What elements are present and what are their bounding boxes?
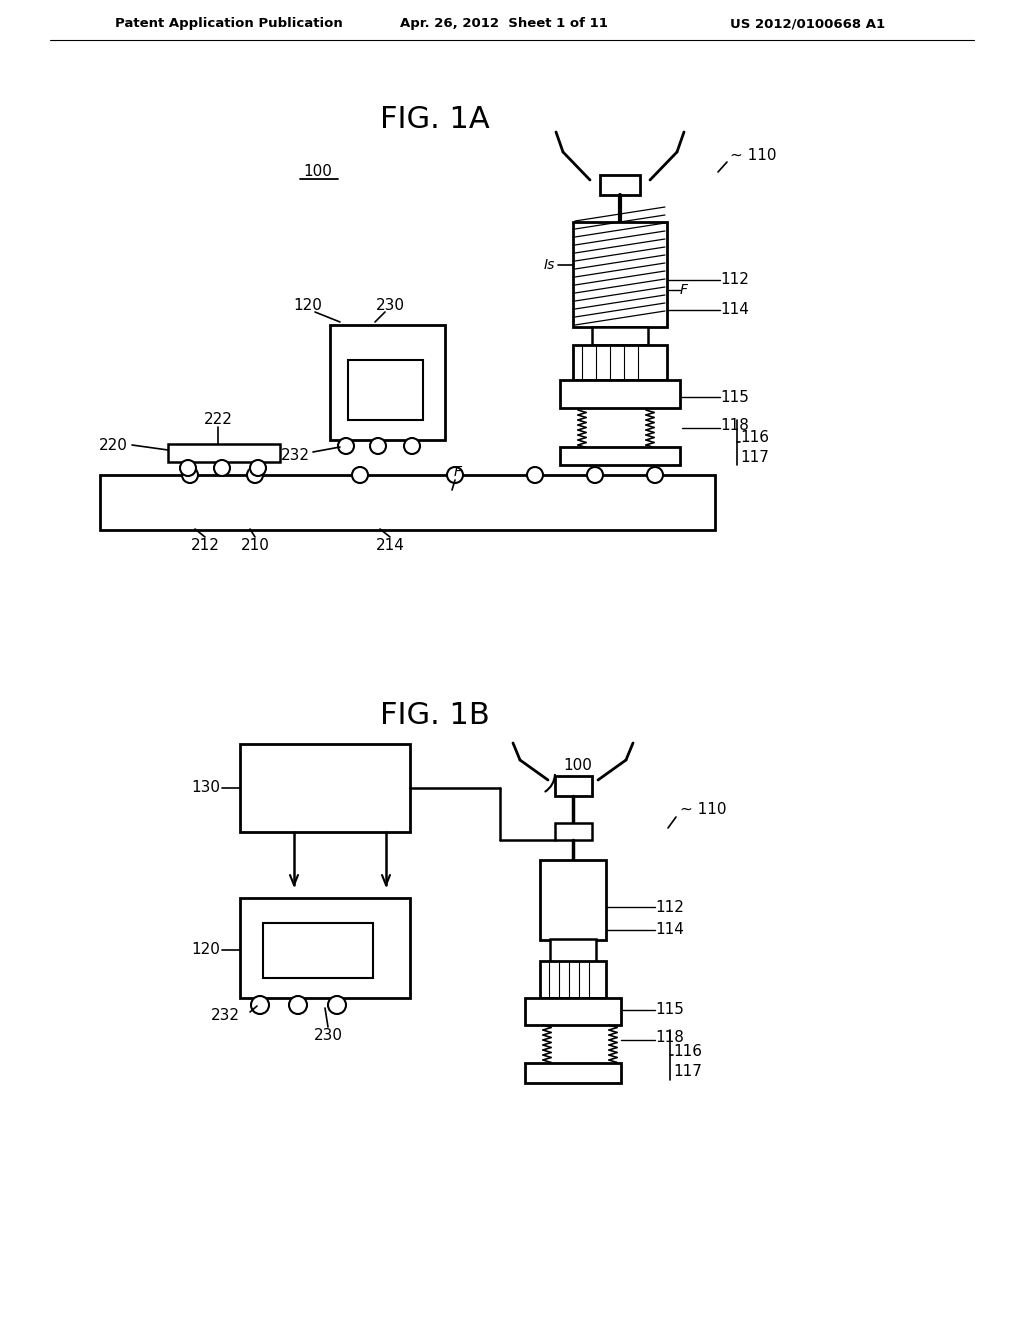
Circle shape	[250, 459, 266, 477]
Text: 117: 117	[740, 450, 769, 466]
Bar	[555, 822, 592, 840]
Circle shape	[370, 438, 386, 454]
Text: F: F	[680, 282, 688, 297]
Bar	[525, 998, 621, 1026]
Bar	[592, 327, 648, 345]
Text: 115: 115	[655, 1002, 684, 1018]
Text: 120: 120	[294, 297, 323, 313]
Text: 230: 230	[313, 1027, 342, 1043]
Bar	[240, 898, 410, 998]
Text: 100: 100	[563, 758, 592, 772]
Text: Patent Application Publication: Patent Application Publication	[115, 17, 343, 30]
Bar	[348, 360, 423, 420]
Bar	[550, 939, 596, 962]
Text: 115: 115	[720, 389, 749, 404]
Text: 220: 220	[99, 437, 128, 453]
Text: 230: 230	[376, 297, 404, 313]
Text: 112: 112	[655, 899, 684, 915]
Circle shape	[328, 997, 346, 1014]
Bar	[600, 176, 640, 195]
Text: 130: 130	[191, 780, 220, 796]
Bar	[263, 923, 373, 978]
Text: 118: 118	[655, 1030, 684, 1044]
Circle shape	[647, 467, 663, 483]
Text: ~ 110: ~ 110	[680, 803, 726, 817]
Bar	[573, 345, 667, 380]
Bar	[525, 1063, 621, 1082]
Bar	[240, 744, 410, 832]
Circle shape	[180, 459, 196, 477]
Text: 112: 112	[720, 272, 749, 288]
Circle shape	[587, 467, 603, 483]
Circle shape	[352, 467, 368, 483]
Circle shape	[182, 467, 198, 483]
Bar	[560, 447, 680, 465]
Circle shape	[214, 459, 230, 477]
Text: 118: 118	[720, 417, 749, 433]
Text: Apr. 26, 2012  Sheet 1 of 11: Apr. 26, 2012 Sheet 1 of 11	[400, 17, 608, 30]
Bar	[573, 222, 667, 327]
Circle shape	[447, 467, 463, 483]
Text: 222: 222	[204, 412, 232, 428]
Text: 232: 232	[281, 447, 309, 462]
Text: 210: 210	[241, 537, 269, 553]
Circle shape	[289, 997, 307, 1014]
Text: 120: 120	[191, 942, 220, 957]
Text: 117: 117	[673, 1064, 701, 1080]
Bar	[100, 475, 715, 531]
Text: 232: 232	[211, 1007, 240, 1023]
Text: ~ 110: ~ 110	[730, 148, 776, 162]
Text: 114: 114	[720, 302, 749, 318]
Bar	[540, 961, 606, 998]
Text: Is: Is	[544, 257, 555, 272]
Text: US 2012/0100668 A1: US 2012/0100668 A1	[730, 17, 885, 30]
Bar	[555, 776, 592, 796]
Bar	[168, 444, 280, 462]
Text: 212: 212	[190, 537, 219, 553]
Text: 116: 116	[740, 430, 769, 446]
Bar	[540, 861, 606, 940]
Bar	[560, 380, 680, 408]
Text: 100: 100	[303, 165, 333, 180]
Circle shape	[338, 438, 354, 454]
Text: F: F	[454, 465, 462, 479]
Text: 214: 214	[376, 537, 404, 553]
Circle shape	[527, 467, 543, 483]
Bar	[330, 325, 445, 440]
Text: FIG. 1B: FIG. 1B	[380, 701, 489, 730]
Circle shape	[251, 997, 269, 1014]
Text: 114: 114	[655, 923, 684, 937]
Circle shape	[404, 438, 420, 454]
Circle shape	[247, 467, 263, 483]
Text: 116: 116	[673, 1044, 702, 1060]
Text: FIG. 1A: FIG. 1A	[380, 106, 489, 135]
